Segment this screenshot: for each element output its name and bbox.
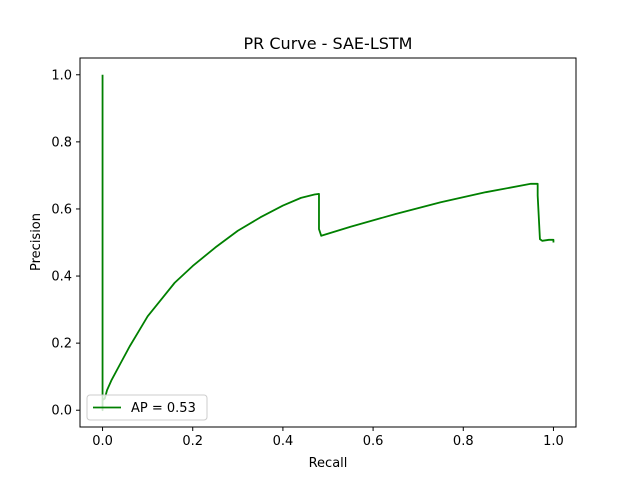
x-axis-label: Recall xyxy=(309,456,348,471)
chart-title: PR Curve - SAE-LSTM xyxy=(244,34,413,53)
y-tick-label: 0.4 xyxy=(51,270,72,285)
x-tick-label: 0.4 xyxy=(273,434,294,449)
x-tick-label: 0.2 xyxy=(182,434,203,449)
series-group xyxy=(101,74,555,412)
y-tick-label: 0.6 xyxy=(51,202,72,217)
x-tick-label: 0.0 xyxy=(92,434,113,449)
plot-frame xyxy=(79,57,577,428)
y-axis-label: Precision xyxy=(29,213,44,271)
legend: AP = 0.53 xyxy=(86,394,208,421)
y-tick-label: 0.2 xyxy=(51,337,72,352)
x-tick-label: 0.8 xyxy=(453,434,474,449)
y-tick-label: 1.0 xyxy=(51,68,72,83)
y-tick-label: 0.0 xyxy=(51,404,72,419)
x-tick-label: 1.0 xyxy=(543,434,564,449)
y-tick-label: 0.8 xyxy=(51,135,72,150)
x-tick-label: 0.6 xyxy=(363,434,384,449)
legend-box xyxy=(86,394,208,421)
x-axis-ticks: 0.0 0.2 0.4 0.6 0.8 1.0 xyxy=(92,427,564,449)
y-axis-ticks: 0.0 0.2 0.4 0.6 0.8 1.0 xyxy=(51,68,80,419)
series-line xyxy=(101,74,555,412)
legend-entry-label: AP = 0.53 xyxy=(131,401,196,416)
